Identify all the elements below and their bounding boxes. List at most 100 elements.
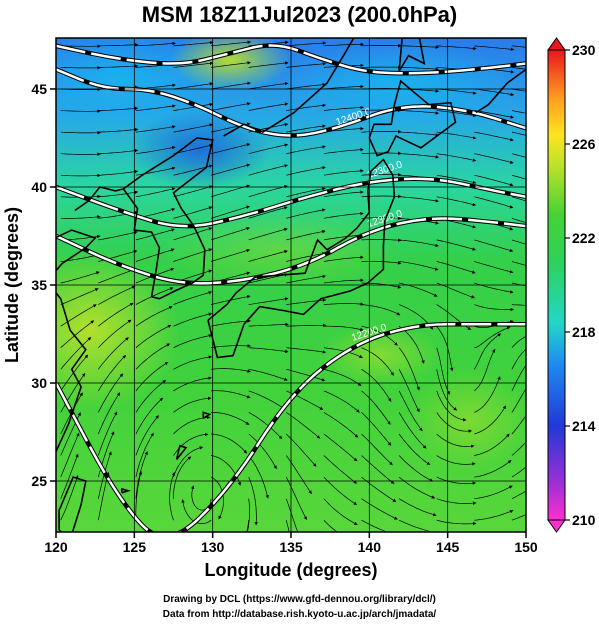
streamline — [211, 412, 250, 425]
streamline — [60, 320, 95, 348]
streamline — [98, 190, 139, 198]
streamline — [474, 131, 514, 142]
colorbar-gradient — [547, 49, 566, 521]
streamline — [474, 174, 514, 187]
streamline — [60, 453, 79, 499]
streamline — [135, 324, 172, 348]
coastline — [56, 229, 97, 452]
streamline — [285, 520, 290, 532]
streamline — [398, 390, 423, 432]
streamline — [135, 451, 148, 499]
streamline — [474, 348, 496, 392]
streamline — [511, 490, 526, 500]
streamline — [361, 498, 398, 520]
streamline — [211, 368, 251, 373]
streamline — [60, 109, 101, 113]
streamline — [398, 455, 434, 482]
streamline — [511, 45, 526, 48]
streamline — [361, 238, 402, 242]
streamline — [436, 347, 450, 395]
streamline — [135, 380, 167, 413]
streamline — [474, 509, 514, 521]
streamline — [181, 499, 212, 524]
streamline — [286, 274, 326, 284]
streamline — [60, 152, 101, 157]
streamline — [247, 498, 250, 532]
streamline — [60, 336, 92, 370]
streamline — [286, 368, 326, 382]
streamline — [211, 319, 251, 327]
streamline — [361, 476, 397, 502]
streamline — [210, 227, 250, 241]
streamline — [323, 433, 358, 462]
streamline — [98, 127, 139, 133]
colorbar-tick-label: 222 — [572, 230, 596, 246]
streamline — [173, 376, 212, 392]
colorbar-tick-label: 230 — [572, 42, 596, 58]
streamline — [60, 271, 100, 284]
streamline — [511, 441, 526, 456]
streamline — [173, 432, 209, 456]
colorbar: 210 214 218 222 226 230 — [547, 37, 596, 533]
coastline — [223, 38, 355, 137]
streamline — [511, 304, 526, 306]
streamline — [511, 282, 526, 287]
contour-line — [56, 44, 526, 75]
streamline — [248, 102, 289, 111]
streamline — [398, 433, 431, 466]
streamline — [211, 61, 251, 68]
coastline — [175, 444, 188, 460]
colorbar-min-triangle — [547, 519, 566, 533]
colorbar-tick-label: 218 — [572, 324, 596, 340]
streamline — [286, 187, 326, 198]
streamline — [399, 131, 440, 137]
streamline — [323, 42, 364, 47]
streamline — [511, 67, 526, 70]
streamline — [98, 230, 138, 241]
y-tick-label: 30 — [31, 375, 47, 391]
streamline — [135, 187, 176, 198]
streamline — [286, 347, 327, 354]
streamline — [323, 325, 364, 332]
streamline — [436, 282, 475, 299]
streamline — [361, 347, 394, 376]
streamline — [211, 205, 250, 219]
coastline — [398, 38, 426, 72]
streamline — [211, 102, 251, 111]
streamline — [60, 288, 99, 305]
streamline — [511, 131, 526, 136]
coastline — [368, 79, 457, 157]
streamline — [286, 208, 326, 219]
streamline — [248, 412, 283, 440]
streamline — [361, 173, 402, 177]
streamline — [173, 123, 214, 133]
streamline — [285, 476, 307, 521]
streamline — [60, 66, 101, 70]
streamline — [211, 344, 252, 349]
streamline — [173, 185, 213, 198]
streamline — [286, 103, 327, 111]
streamline — [436, 476, 477, 485]
streamline — [248, 347, 289, 354]
streamline — [361, 455, 395, 484]
streamline — [286, 390, 324, 410]
streamline — [286, 62, 327, 68]
coastline — [122, 137, 214, 300]
streamline — [135, 41, 176, 47]
streamline — [436, 45, 477, 51]
streamline — [210, 248, 251, 262]
contour-outline — [56, 321, 526, 532]
streamline — [361, 325, 398, 346]
streamline — [436, 153, 477, 162]
streamline — [60, 215, 101, 219]
streamline — [135, 228, 175, 241]
streamline — [248, 322, 289, 327]
streamline — [135, 397, 164, 435]
streamline — [399, 67, 440, 71]
streamline — [361, 519, 388, 532]
streamline — [511, 514, 526, 521]
streamline — [511, 335, 526, 348]
streamline — [323, 255, 364, 262]
streamline — [173, 143, 213, 155]
